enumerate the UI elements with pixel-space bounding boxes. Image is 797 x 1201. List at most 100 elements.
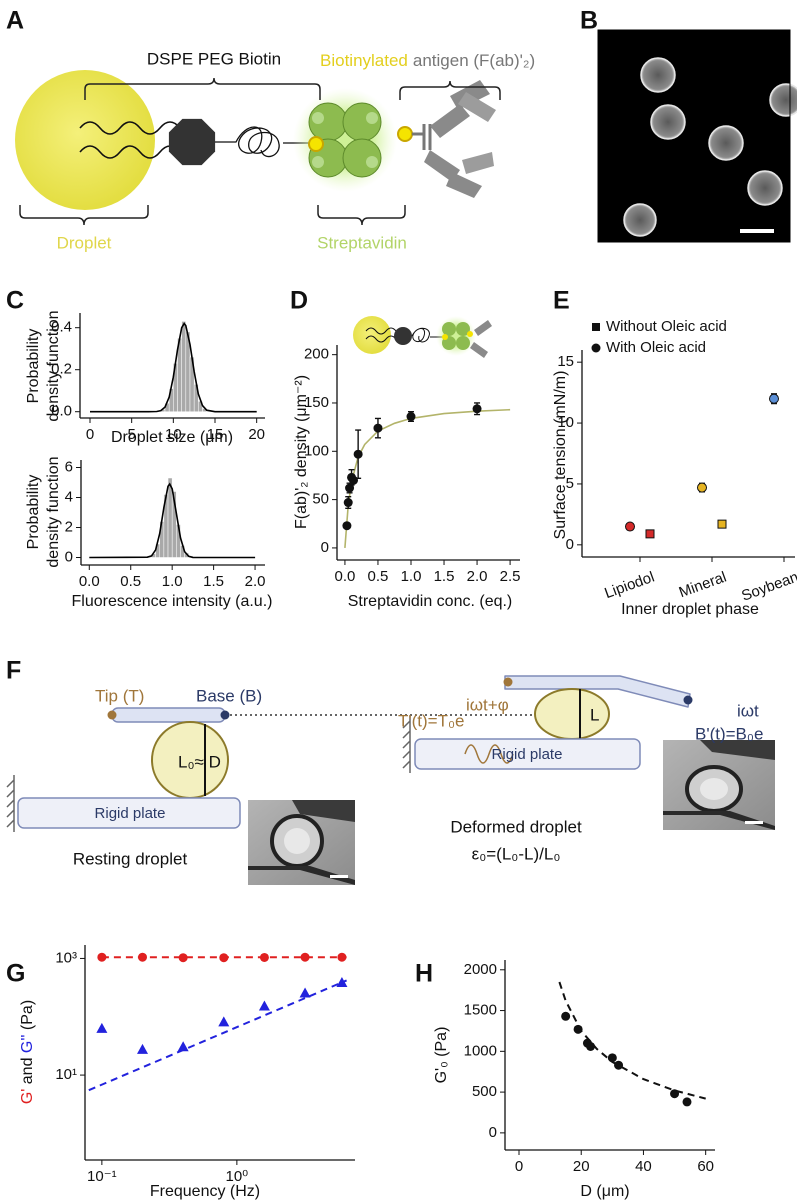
inset-icon-part (442, 322, 456, 336)
y-tick-label: 50 (312, 491, 329, 508)
marker (97, 952, 107, 962)
label: T'(t)=T₀e (398, 711, 465, 730)
diagram-a-part (366, 112, 378, 124)
inset-icon-part (365, 327, 397, 343)
y-tick-label: 1500 (464, 1002, 497, 1019)
label: Deformed droplet (450, 817, 582, 836)
micrograph-part (708, 125, 744, 161)
x-tick-label: 2.0 (467, 568, 488, 585)
inset-icon-part (456, 336, 470, 350)
y-tick-label: 1000 (464, 1042, 497, 1059)
marker (625, 521, 635, 532)
y-tick-label: 0 (65, 548, 73, 565)
x-tick-label: 10⁻¹ (87, 1168, 117, 1185)
panel-letter: A (6, 7, 24, 35)
legend-marker (591, 343, 601, 353)
y-axis-label-part: G'' (19, 1035, 36, 1054)
label: Rigid plate (492, 746, 563, 763)
diagram-f-part (504, 675, 691, 708)
diagram-f-part (464, 744, 514, 764)
label: B'(t)=B₀e (695, 724, 763, 743)
label: Biotinylated (320, 51, 408, 70)
x-tick-label: 0 (515, 1158, 523, 1175)
x-tick-label: 2.5 (500, 568, 521, 585)
marker (178, 953, 188, 963)
label: Streptavidin (317, 233, 407, 252)
panel-letter: H (415, 960, 433, 988)
marker (342, 521, 352, 531)
marker (299, 987, 311, 998)
label: DSPE PEG Biotin (147, 49, 281, 68)
diagram-a-part (15, 70, 155, 210)
marker (645, 529, 655, 539)
y-tick-label: 0.4 (51, 319, 72, 336)
x-tick-label: 0.5 (120, 573, 141, 590)
x-tick-label: 2.0 (245, 573, 266, 590)
micrograph-part (597, 29, 791, 243)
x-tick-label: Soybean (739, 569, 797, 605)
micrograph (597, 29, 797, 243)
diagram-f-part (111, 707, 226, 723)
x-tick-label: Lipiodol (602, 569, 656, 603)
diagram-a-part (399, 80, 501, 100)
bar (167, 477, 173, 558)
x-tick-label: 40 (635, 1158, 652, 1175)
x-axis-label: Fluorescence intensity (a.u.) (72, 593, 273, 610)
marker (177, 1041, 189, 1052)
label: Droplet (57, 233, 112, 252)
marker (586, 1041, 596, 1051)
y-tick-label: 10³ (55, 949, 77, 966)
y-tick-label: 10 (557, 414, 574, 431)
y-tick-label: 0 (566, 536, 574, 553)
label: Base (B) (196, 686, 262, 705)
y-tick-label: 0.0 (51, 403, 72, 420)
marker (697, 482, 707, 493)
diagram-f-part (683, 695, 693, 705)
legend-label: Without Oleic acid (606, 318, 727, 335)
marker (353, 449, 363, 459)
y-tick-label: 10¹ (55, 1066, 77, 1083)
y-tick-label: 5 (566, 475, 574, 492)
marker (259, 952, 269, 962)
marker (219, 953, 229, 963)
label: iωt (737, 701, 759, 720)
diagram-a-part (312, 112, 324, 124)
diagram-a-part (446, 172, 482, 198)
diagram-a (15, 70, 501, 226)
y-axis-label: G' and G'' (Pa) (19, 1000, 36, 1104)
marker (349, 475, 359, 485)
y-tick-label: 4 (65, 488, 73, 505)
diagram-a-part (366, 156, 378, 168)
micrograph-part (650, 104, 686, 140)
diagram-a-part (462, 152, 494, 174)
diagram-a-part (84, 77, 321, 100)
y-axis-label-part: (Pa) (19, 1000, 36, 1035)
x-tick-label: Mineral (677, 569, 729, 602)
diagram-f-part (292, 800, 355, 822)
micrograph-part (740, 229, 774, 233)
micrograph-part (747, 170, 783, 206)
y-tick-label: 100 (304, 442, 329, 459)
marker (717, 519, 727, 529)
legend-label: With Oleic acid (606, 339, 706, 356)
x-tick-label: 10⁰ (226, 1168, 249, 1185)
y-axis-label: density function (45, 456, 62, 567)
diagram-f-part (107, 710, 117, 720)
fit-line (558, 981, 706, 1100)
fit-line (344, 408, 511, 548)
y-axis-label-part: and (19, 1053, 36, 1089)
x-tick-label: 1.5 (203, 573, 224, 590)
x-axis-label: Frequency (Hz) (150, 1183, 260, 1200)
marker (96, 1022, 108, 1033)
micrograph-part (769, 83, 797, 117)
y-axis-label: F(ab)'₂ density (μm⁻²) (293, 375, 310, 529)
label: L₀≈ D (178, 752, 221, 771)
fit-line (88, 979, 347, 1092)
y-tick-label: 0 (321, 539, 329, 556)
marker (258, 1000, 270, 1011)
marker (573, 1024, 583, 1034)
fit-line (90, 322, 257, 413)
marker (343, 498, 353, 508)
marker (300, 952, 310, 962)
